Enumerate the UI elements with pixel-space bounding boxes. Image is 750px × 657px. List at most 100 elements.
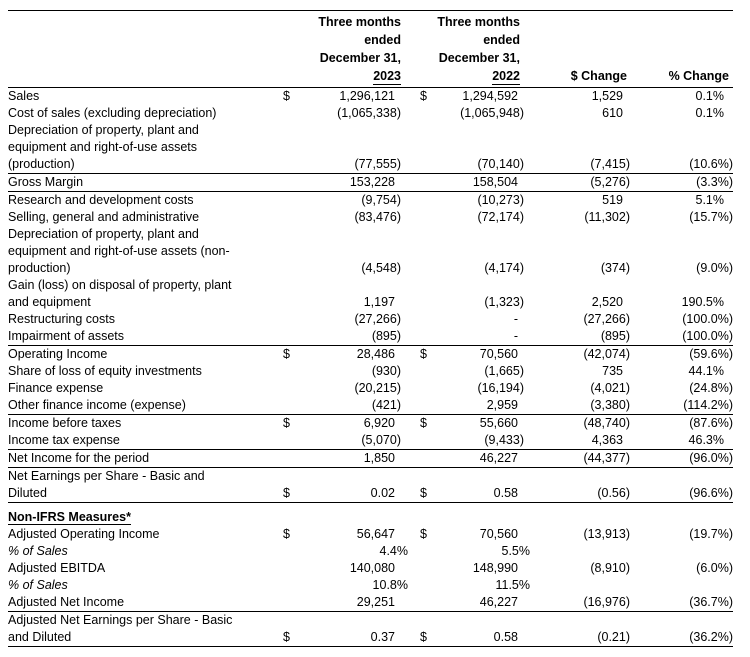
- label-column-header: [8, 10, 280, 88]
- value-y2023: (1,065,338): [280, 105, 408, 122]
- value-chg: (8,910): [530, 560, 630, 577]
- period-line: Three months: [318, 15, 401, 29]
- value-text: (1,065,338): [337, 106, 401, 120]
- value-chg: (895): [530, 328, 630, 346]
- value-chg: [530, 543, 630, 560]
- value-pct: 0.1%: [630, 88, 733, 106]
- row-label: Selling, general and administrative: [8, 210, 200, 224]
- value-pct: (6.0%): [630, 560, 733, 577]
- table-row: Net Income for the period 1,850 46,227 (44,…: [8, 449, 733, 468]
- value-chg: 1,529: [530, 88, 630, 106]
- table-row: Adjusted Net Income 29,251 46,227 (16,976) (…: [8, 594, 733, 612]
- value-y2022: $55,660: [408, 415, 530, 433]
- value-y2022: $70,560: [408, 526, 530, 543]
- dollar-sign: $: [420, 630, 427, 644]
- value-chg: (374): [530, 226, 630, 277]
- table-row: % of Sales 4.4% 5.5%: [8, 543, 733, 560]
- value-text: (421): [371, 398, 401, 412]
- value-pct: 0.1%: [630, 105, 733, 122]
- income-statement-table: Three months ended December 31, 2023 Thr…: [8, 10, 733, 647]
- value-text: (19.7%): [689, 527, 733, 541]
- value-chg: (42,074): [530, 346, 630, 364]
- value-y2022: 148,990: [408, 560, 530, 577]
- dollar-sign: $: [283, 89, 290, 103]
- value-text: (96.6%): [689, 486, 733, 500]
- value-text: (36.7%): [689, 595, 733, 609]
- column-header-dollar-change: $ Change: [530, 10, 630, 88]
- value-pct: (100.0%): [630, 311, 733, 328]
- period-year: 2022: [492, 69, 520, 85]
- table-row: Net Earnings per Share - Basic and Dilut…: [8, 467, 733, 503]
- row-label: Gain (loss) on disposal of property, pla…: [8, 278, 232, 309]
- value-text: 1,294,592: [462, 89, 518, 103]
- value-text: 46,227: [479, 451, 518, 465]
- dollar-sign: $: [283, 416, 290, 430]
- value-y2022: $0.58: [408, 611, 530, 647]
- value-text: (16,194): [477, 381, 524, 395]
- value-y2022: (72,174): [408, 209, 530, 226]
- value-y2023: $1,296,121: [280, 88, 408, 106]
- value-text: 10.8%: [372, 578, 408, 592]
- value-pct: (36.7%): [630, 594, 733, 612]
- value-text: (895): [600, 329, 630, 343]
- value-pct: (19.7%): [630, 526, 733, 543]
- value-y2022: 158,504: [408, 173, 530, 192]
- value-y2023: (77,555): [280, 122, 408, 174]
- value-text: (100.0%): [682, 329, 733, 343]
- value-text: 29,251: [356, 595, 395, 609]
- value-y2022: -: [408, 328, 530, 346]
- period-year: 2023: [373, 69, 401, 85]
- value-y2023: (4,548): [280, 226, 408, 277]
- value-text: (36.2%): [689, 630, 733, 644]
- value-text: (7,415): [590, 157, 630, 171]
- value-text: (4,174): [484, 261, 524, 275]
- value-text: (10,273): [477, 193, 524, 207]
- value-y2022: -: [408, 311, 530, 328]
- dollar-sign: $: [283, 486, 290, 500]
- row-label: Research and development costs: [8, 193, 194, 207]
- value-text: (44,377): [583, 451, 630, 465]
- value-text: (27,266): [583, 312, 630, 326]
- row-label: % of Sales: [8, 544, 68, 558]
- value-text: (87.6%): [689, 416, 733, 430]
- value-text: (8,910): [590, 561, 630, 575]
- value-text: 0.1%: [695, 89, 725, 103]
- value-pct: 44.1%: [630, 363, 733, 380]
- value-text: 4,363: [591, 433, 623, 447]
- table-row: % of Sales 10.8% 11.5%: [8, 577, 733, 594]
- value-text: (1,323): [484, 295, 524, 309]
- value-text: 28,486: [356, 347, 395, 361]
- value-pct: (59.6%): [630, 346, 733, 364]
- period-line: December 31,: [319, 51, 401, 65]
- value-y2023: (9,754): [280, 192, 408, 210]
- value-text: (27,266): [354, 312, 401, 326]
- value-y2022: 2,959: [408, 397, 530, 415]
- row-label: Cost of sales (excluding depreciation): [8, 106, 217, 120]
- value-text: (20,215): [354, 381, 401, 395]
- value-text: (70,140): [477, 157, 524, 171]
- value-text: (9,754): [361, 193, 401, 207]
- column-header-period-2022: Three months ended December 31, 2022: [408, 10, 530, 88]
- row-label: Impairment of assets: [8, 328, 280, 346]
- value-text: (13,913): [583, 527, 630, 541]
- value-text: 0.58: [493, 486, 518, 500]
- value-pct: (24.8%): [630, 380, 733, 397]
- row-label: % of Sales: [8, 578, 68, 592]
- header-row: Three months ended December 31, 2023 Thr…: [8, 10, 733, 88]
- value-text: (895): [371, 329, 401, 343]
- value-chg: (27,266): [530, 311, 630, 328]
- value-pct: (114.2%): [630, 397, 733, 415]
- value-text: 70,560: [479, 347, 518, 361]
- table-row: Gross Margin 153,228 158,504 (5,276) (3.3%): [8, 173, 733, 192]
- value-y2023: (20,215): [280, 380, 408, 397]
- value-text: 1,296,121: [339, 89, 395, 103]
- value-text: 1,529: [591, 89, 623, 103]
- dollar-sign: $: [283, 527, 290, 541]
- value-y2022: 11.5%: [408, 577, 530, 594]
- value-chg: 519: [530, 192, 630, 210]
- value-y2023: $0.37: [280, 611, 408, 647]
- value-pct: (15.7%): [630, 209, 733, 226]
- value-text: (0.21): [597, 630, 630, 644]
- value-text: (0.56): [597, 486, 630, 500]
- value-text: (10.6%): [689, 157, 733, 171]
